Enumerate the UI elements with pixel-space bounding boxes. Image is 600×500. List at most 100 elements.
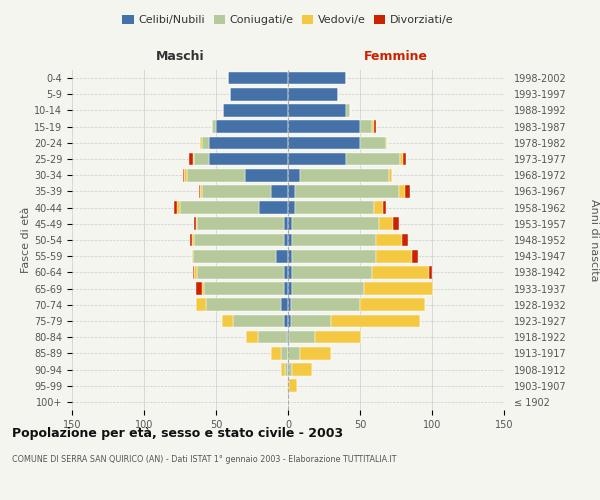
Bar [429,266,432,278]
Bar [386,136,388,149]
Bar [374,120,376,133]
Bar [379,218,393,230]
Bar [174,202,177,214]
Bar [281,347,288,360]
Bar [291,298,360,311]
Bar [205,282,284,295]
Bar [288,72,346,85]
Bar [288,136,360,149]
Bar [393,218,399,230]
Bar [289,380,296,392]
Bar [299,169,389,181]
Bar [287,380,288,392]
Bar [191,234,194,246]
Bar [191,250,193,262]
Bar [374,202,383,214]
Bar [180,202,259,214]
Bar [245,169,288,181]
Bar [288,185,295,198]
Text: Femmine: Femmine [364,50,428,62]
Bar [202,185,271,198]
Bar [222,314,233,328]
Bar [389,169,392,181]
Bar [299,347,331,360]
Bar [196,218,197,230]
Bar [371,120,374,133]
Bar [288,298,291,311]
Bar [288,363,292,376]
Bar [288,250,292,262]
Bar [292,363,313,376]
Bar [288,104,346,117]
Bar [295,202,374,214]
Bar [246,331,258,344]
Bar [289,331,316,344]
Y-axis label: Fasce di età: Fasce di età [21,207,31,273]
Bar [230,88,288,101]
Bar [284,282,288,295]
Bar [360,120,371,133]
Bar [331,314,421,328]
Bar [233,314,284,328]
Bar [288,331,289,344]
Bar [209,136,288,149]
Bar [199,185,200,198]
Bar [281,298,288,311]
Bar [288,396,289,408]
Bar [281,363,285,376]
Bar [288,202,295,214]
Bar [209,152,288,166]
Bar [200,185,202,198]
Bar [412,250,418,262]
Bar [288,152,346,166]
Bar [288,266,292,278]
Bar [216,120,288,133]
Bar [277,250,288,262]
Text: Anni di nascita: Anni di nascita [589,198,599,281]
Text: Maschi: Maschi [155,50,205,62]
Bar [376,234,402,246]
Bar [284,266,288,278]
Bar [194,234,284,246]
Bar [346,104,350,117]
Legend: Celibi/Nubili, Coniugati/e, Vedovi/e, Divorziati/e: Celibi/Nubili, Coniugati/e, Vedovi/e, Di… [118,10,458,30]
Bar [194,266,197,278]
Bar [177,202,180,214]
Bar [194,218,196,230]
Bar [206,298,281,311]
Bar [288,347,299,360]
Text: COMUNE DI SERRA SAN QUIRICO (AN) - Dati ISTAT 1° gennaio 2003 - Elaborazione TUT: COMUNE DI SERRA SAN QUIRICO (AN) - Dati … [12,455,397,464]
Bar [193,152,194,166]
Bar [288,120,360,133]
Bar [295,185,399,198]
Bar [187,169,245,181]
Bar [196,298,206,311]
Bar [271,185,288,198]
Bar [197,218,284,230]
Bar [284,218,288,230]
Bar [383,202,386,214]
Bar [227,72,288,85]
Bar [285,363,288,376]
Bar [197,266,284,278]
Bar [292,234,376,246]
Bar [190,234,191,246]
Text: Popolazione per età, sesso e stato civile - 2003: Popolazione per età, sesso e stato civil… [12,428,343,440]
Bar [404,185,410,198]
Bar [258,331,287,344]
Bar [288,314,291,328]
Bar [360,136,386,149]
Bar [284,314,288,328]
Bar [184,169,187,181]
Bar [399,185,404,198]
Bar [259,202,288,214]
Bar [403,152,406,166]
Bar [400,152,403,166]
Bar [360,298,425,311]
Bar [196,282,202,295]
Bar [288,380,289,392]
Bar [292,266,371,278]
Bar [284,234,288,246]
Bar [193,266,194,278]
Bar [371,266,429,278]
